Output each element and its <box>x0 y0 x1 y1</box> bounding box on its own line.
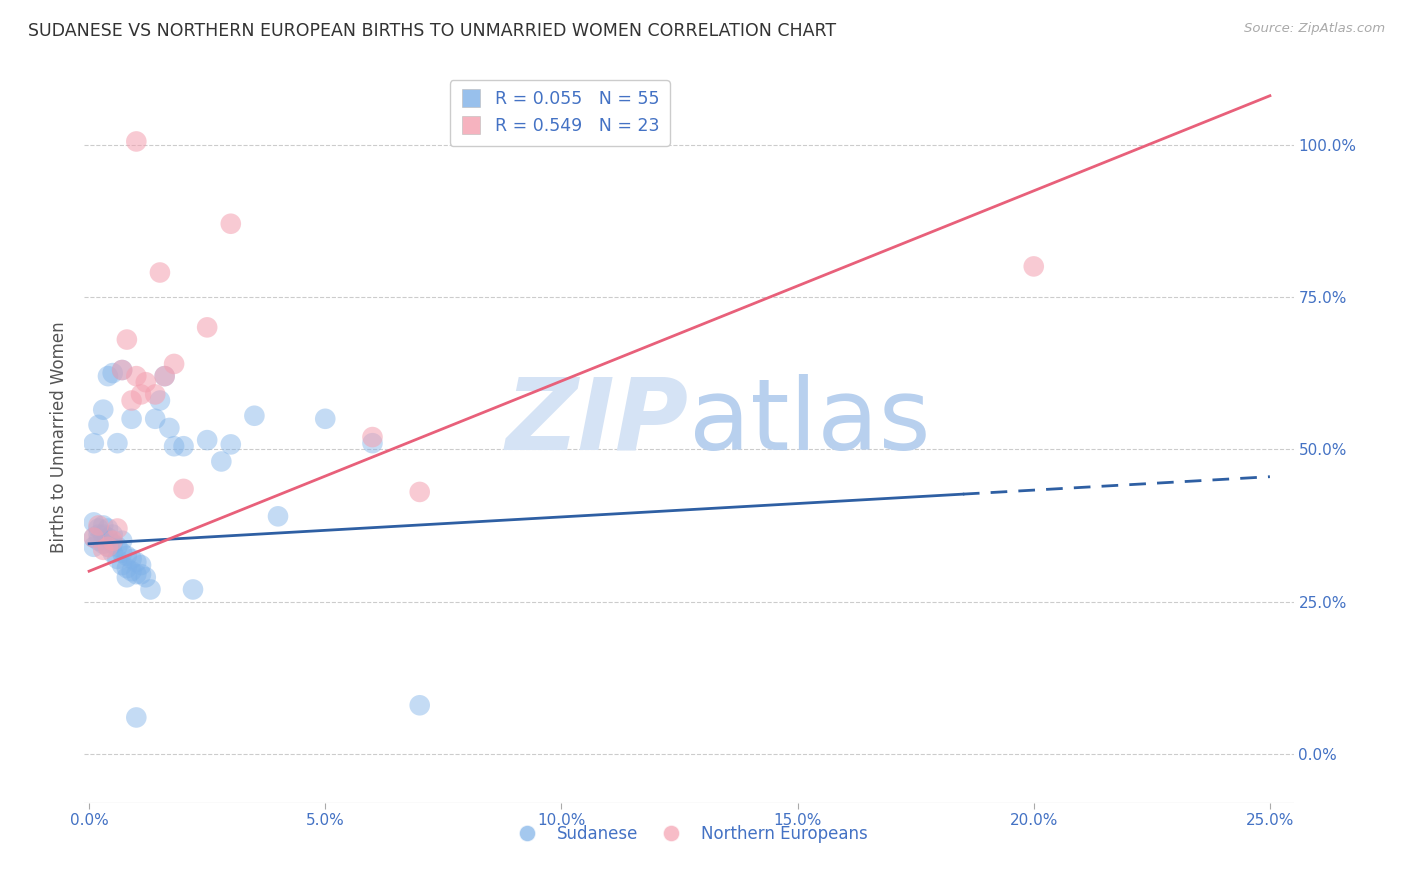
Text: ZIP: ZIP <box>506 374 689 471</box>
Point <box>111 363 134 377</box>
Point <box>121 552 143 566</box>
Point <box>107 540 129 554</box>
Point <box>409 485 432 500</box>
Point <box>314 412 336 426</box>
Y-axis label: Births to Unmarried Women: Births to Unmarried Women <box>51 321 69 553</box>
Point <box>219 437 242 451</box>
Point <box>267 509 290 524</box>
Point <box>111 558 134 573</box>
Point <box>83 531 105 545</box>
Point <box>115 561 138 575</box>
Point <box>97 531 120 545</box>
Point <box>1022 260 1045 274</box>
Text: atlas: atlas <box>689 374 931 471</box>
Point <box>125 567 148 582</box>
Point <box>157 421 180 435</box>
Text: Source: ZipAtlas.com: Source: ZipAtlas.com <box>1244 22 1385 36</box>
Point <box>195 433 218 447</box>
Point <box>107 552 129 566</box>
Point <box>115 570 138 584</box>
Point <box>111 546 134 560</box>
Point <box>135 570 157 584</box>
Point <box>87 417 110 432</box>
Point <box>101 533 124 548</box>
Point <box>149 266 172 280</box>
Point <box>91 402 114 417</box>
Point <box>153 369 176 384</box>
Point <box>209 454 232 468</box>
Point <box>163 439 186 453</box>
Point <box>361 430 384 444</box>
Point <box>149 393 172 408</box>
Point <box>361 436 384 450</box>
Point <box>135 376 157 390</box>
Point <box>91 542 114 557</box>
Legend: Sudanese, Northern Europeans: Sudanese, Northern Europeans <box>503 818 875 849</box>
Point <box>129 387 152 401</box>
Point <box>111 533 134 548</box>
Point <box>83 531 105 545</box>
Point <box>97 521 120 535</box>
Point <box>91 537 114 551</box>
Point <box>101 546 124 560</box>
Point <box>107 521 129 535</box>
Point <box>163 357 186 371</box>
Point <box>195 320 218 334</box>
Point <box>219 217 242 231</box>
Point <box>101 537 124 551</box>
Point <box>125 135 148 149</box>
Point <box>83 516 105 530</box>
Point <box>129 558 152 573</box>
Point <box>243 409 266 423</box>
Point <box>101 527 124 541</box>
Point <box>173 482 195 496</box>
Point <box>83 540 105 554</box>
Point <box>181 582 204 597</box>
Point <box>91 518 114 533</box>
Point <box>173 439 195 453</box>
Point <box>107 436 129 450</box>
Point <box>97 540 120 554</box>
Point <box>121 412 143 426</box>
Point <box>125 710 148 724</box>
Point <box>115 333 138 347</box>
Point <box>115 549 138 563</box>
Point <box>91 527 114 541</box>
Point <box>121 393 143 408</box>
Point <box>139 582 162 597</box>
Point <box>87 518 110 533</box>
Point <box>129 567 152 582</box>
Point <box>143 387 166 401</box>
Point <box>87 521 110 535</box>
Point <box>143 412 166 426</box>
Point <box>87 533 110 548</box>
Point <box>125 369 148 384</box>
Point <box>111 363 134 377</box>
Point <box>83 436 105 450</box>
Point <box>409 698 432 713</box>
Point <box>97 540 120 554</box>
Point <box>121 564 143 578</box>
Point <box>101 366 124 380</box>
Text: SUDANESE VS NORTHERN EUROPEAN BIRTHS TO UNMARRIED WOMEN CORRELATION CHART: SUDANESE VS NORTHERN EUROPEAN BIRTHS TO … <box>28 22 837 40</box>
Point <box>87 527 110 541</box>
Point <box>125 555 148 569</box>
Point <box>97 369 120 384</box>
Point <box>153 369 176 384</box>
